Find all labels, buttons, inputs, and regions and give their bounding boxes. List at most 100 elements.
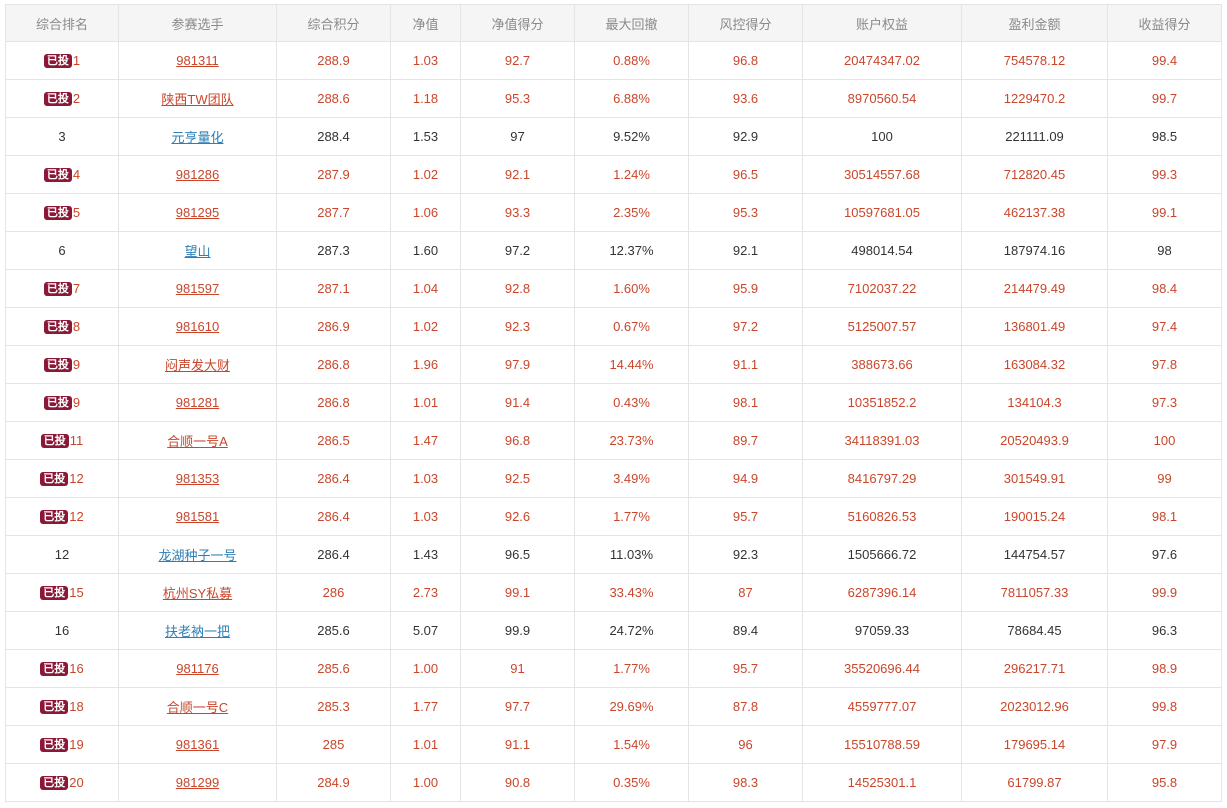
risk-score-cell: 98.3 <box>688 763 803 802</box>
nav-cell: 1.03 <box>390 41 461 80</box>
nav-cell: 1.02 <box>390 155 461 194</box>
profit-cell: 163084.32 <box>961 345 1108 384</box>
header-row: 综合排名 参赛选手 综合积分 净值 净值得分 最大回撤 风控得分 账户权益 盈利… <box>5 4 1222 42</box>
rank-cell: 已投 5 <box>5 193 119 232</box>
profit-cell: 136801.49 <box>961 307 1108 346</box>
player-link[interactable]: 合顺一号A <box>167 434 228 449</box>
risk-score-cell: 95.3 <box>688 193 803 232</box>
player-link[interactable]: 981311 <box>176 53 219 68</box>
player-link[interactable]: 杭州SY私募 <box>162 586 233 601</box>
rank-cell: 已投 12 <box>5 497 119 536</box>
rank-cell: 已投 18 <box>5 687 119 726</box>
score-cell: 286.5 <box>276 421 391 460</box>
nav-cell: 1.03 <box>390 459 461 498</box>
return-score-cell: 98.1 <box>1107 497 1222 536</box>
rank-value: 16 <box>69 661 84 676</box>
invested-badge: 已投 <box>43 320 72 334</box>
nav-cell: 1.53 <box>390 117 461 156</box>
table-row: 已投 9 闷声发大财 286.8 1.96 97.9 14.44% 91.1 388673.66… <box>5 345 1222 384</box>
player-link[interactable]: 望山 <box>184 244 211 259</box>
rank-cell: 已投 9 <box>5 345 119 384</box>
header-risk-score: 风控得分 <box>688 4 803 42</box>
score-cell: 285.6 <box>276 611 391 650</box>
score-cell: 285 <box>276 725 391 764</box>
risk-score-cell: 97.2 <box>688 307 803 346</box>
profit-cell: 754578.12 <box>961 41 1108 80</box>
nav-score-cell: 99.9 <box>460 611 575 650</box>
player-link[interactable]: 合顺一号C <box>166 700 229 715</box>
profit-cell: 61799.87 <box>961 763 1108 802</box>
rank-value: 12 <box>69 471 84 486</box>
player-cell: 陕西TW团队 <box>118 79 277 118</box>
header-player: 参赛选手 <box>118 4 277 42</box>
rank-value: 20 <box>69 775 84 790</box>
drawdown-cell: 12.37% <box>574 231 689 270</box>
profit-cell: 712820.45 <box>961 155 1108 194</box>
score-cell: 284.9 <box>276 763 391 802</box>
player-link[interactable]: 扶老衲一把 <box>164 624 230 639</box>
table-row: 3 元亨量化 288.4 1.53 97 9.52% 92.9 100 221111.09 98.… <box>5 117 1222 156</box>
drawdown-cell: 29.69% <box>574 687 689 726</box>
player-cell: 981286 <box>118 155 277 194</box>
drawdown-cell: 3.49% <box>574 459 689 498</box>
player-cell: 合顺一号C <box>118 687 277 726</box>
return-score-cell: 99.8 <box>1107 687 1222 726</box>
player-link[interactable]: 龙湖种子一号 <box>158 548 237 563</box>
drawdown-cell: 1.60% <box>574 269 689 308</box>
player-link[interactable]: 981176 <box>176 661 219 676</box>
player-link[interactable]: 981610 <box>175 319 220 334</box>
drawdown-cell: 6.88% <box>574 79 689 118</box>
player-link[interactable]: 981581 <box>175 509 220 524</box>
player-link[interactable]: 元亨量化 <box>171 130 224 145</box>
nav-score-cell: 91.4 <box>460 383 575 422</box>
player-link[interactable]: 981353 <box>175 471 220 486</box>
player-link[interactable]: 981295 <box>175 205 220 220</box>
nav-cell: 1.03 <box>390 497 461 536</box>
nav-cell: 1.47 <box>390 421 461 460</box>
return-score-cell: 97.9 <box>1107 725 1222 764</box>
header-rank: 综合排名 <box>5 4 119 42</box>
rank-cell: 已投 20 <box>5 763 119 802</box>
player-link[interactable]: 981361 <box>175 737 220 752</box>
invested-badge: 已投 <box>40 662 69 676</box>
table-row: 已投 2 陕西TW团队 288.6 1.18 95.3 6.88% 93.6 8970560.5… <box>5 79 1222 118</box>
rank-cell: 3 <box>5 117 119 156</box>
return-score-cell: 97.6 <box>1107 535 1222 574</box>
rank-value: 2 <box>72 91 81 106</box>
drawdown-cell: 2.35% <box>574 193 689 232</box>
player-cell: 981299 <box>118 763 277 802</box>
score-cell: 286.8 <box>276 345 391 384</box>
risk-score-cell: 95.9 <box>688 269 803 308</box>
nav-score-cell: 97.7 <box>460 687 575 726</box>
drawdown-cell: 1.24% <box>574 155 689 194</box>
player-link[interactable]: 981286 <box>175 167 220 182</box>
risk-score-cell: 94.9 <box>688 459 803 498</box>
drawdown-cell: 24.72% <box>574 611 689 650</box>
player-link[interactable]: 981281 <box>175 395 220 410</box>
risk-score-cell: 95.7 <box>688 497 803 536</box>
risk-score-cell: 93.6 <box>688 79 803 118</box>
nav-score-cell: 92.6 <box>460 497 575 536</box>
rank-cell: 已投 12 <box>5 459 119 498</box>
table-row: 已投 7 981597 287.1 1.04 92.8 1.60% 95.9 7102037.2… <box>5 269 1222 308</box>
player-link[interactable]: 981597 <box>175 281 220 296</box>
drawdown-cell: 0.35% <box>574 763 689 802</box>
equity-cell: 30514557.68 <box>802 155 962 194</box>
table-row: 已投 5 981295 287.7 1.06 93.3 2.35% 95.3 10597681.… <box>5 193 1222 232</box>
risk-score-cell: 96 <box>688 725 803 764</box>
rank-value: 6 <box>58 243 66 258</box>
score-cell: 286.4 <box>276 535 391 574</box>
player-link[interactable]: 陕西TW团队 <box>161 92 234 107</box>
player-link[interactable]: 981299 <box>175 775 220 790</box>
table-row: 已投 20 981299 284.9 1.00 90.8 0.35% 98.3 14525301… <box>5 763 1222 802</box>
nav-score-cell: 91.1 <box>460 725 575 764</box>
profit-cell: 301549.91 <box>961 459 1108 498</box>
rank-value: 8 <box>72 319 81 334</box>
rank-value: 9 <box>72 357 81 372</box>
rank-cell: 已投 9 <box>5 383 119 422</box>
invested-badge: 已投 <box>43 168 72 182</box>
drawdown-cell: 33.43% <box>574 573 689 612</box>
nav-score-cell: 90.8 <box>460 763 575 802</box>
rank-cell: 已投 19 <box>5 725 119 764</box>
player-link[interactable]: 闷声发大财 <box>164 358 230 373</box>
